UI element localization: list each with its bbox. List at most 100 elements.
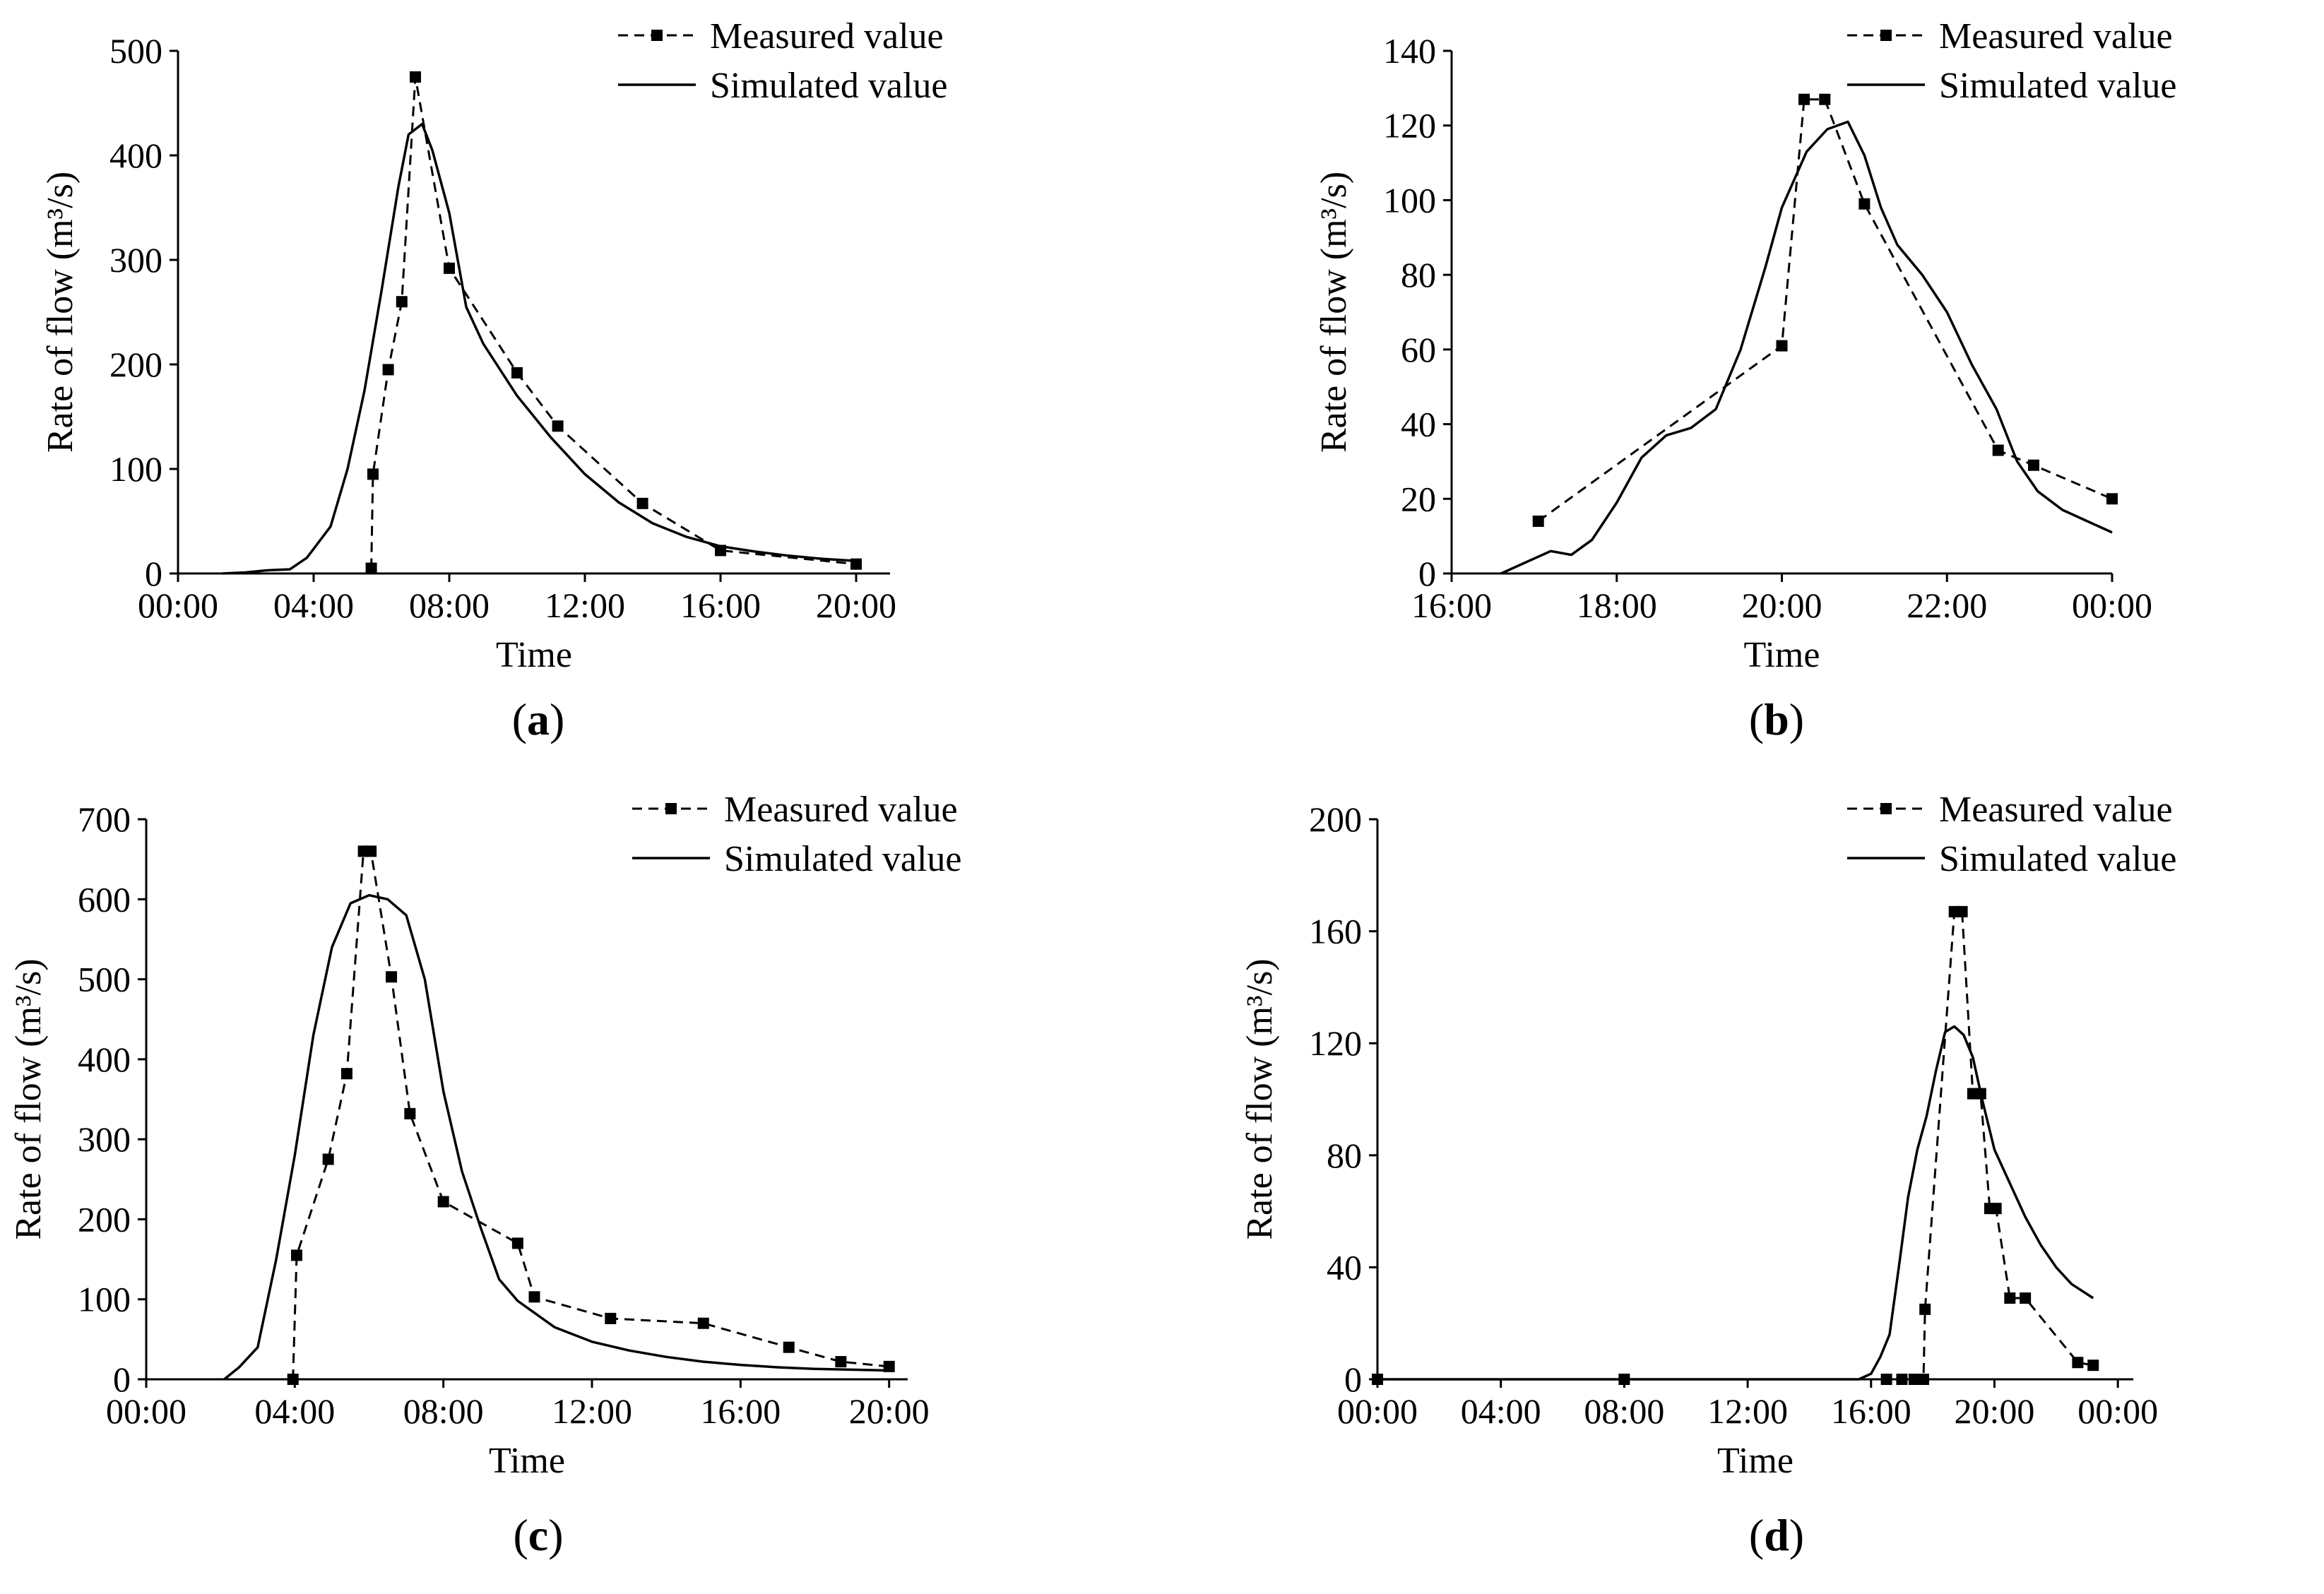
measured-point <box>386 971 398 983</box>
measured-point <box>322 1153 334 1165</box>
measured-series-line <box>292 850 889 1380</box>
x-axis-title: Time <box>1717 1441 1794 1481</box>
y-tick-label: 20 <box>1401 479 1436 518</box>
legend-simulated-label: Simulated value <box>1939 839 2176 879</box>
measured-point <box>1956 905 1968 917</box>
y-axis-title: Rate of flow (m³/s) <box>40 172 81 453</box>
y-tick-label: 80 <box>1401 255 1436 295</box>
x-tick-label: 22:00 <box>1907 585 1987 625</box>
measured-point <box>396 296 408 308</box>
measured-point <box>636 497 648 509</box>
measured-point <box>1990 1203 2002 1215</box>
legend: Measured value Simulated value <box>632 790 961 879</box>
legend-measured-label: Measured value <box>1939 790 2173 830</box>
y-axis-title: Rate of flow (m³/s) <box>8 958 49 1239</box>
y-tick-label: 200 <box>109 345 162 384</box>
measured-point <box>511 1237 523 1249</box>
simulated-series-line <box>1500 120 2113 575</box>
measured-point <box>697 1317 709 1329</box>
x-tick-label: 04:00 <box>254 1391 335 1431</box>
legend-simulated-label: Simulated value <box>710 66 947 106</box>
measured-point <box>2027 459 2039 471</box>
legend-measured-marker <box>1880 803 1892 814</box>
y-tick-label: 0 <box>1344 1360 1362 1399</box>
measured-point <box>437 1196 449 1208</box>
measured-point <box>287 1374 299 1385</box>
legend-measured-label: Measured value <box>1939 16 2173 56</box>
chart-panel-d: 0 40 80 120 160 200 00:00 04:00 08:00 12:00 16:00 2… <box>1240 790 2176 1560</box>
x-tick-label: 16:00 <box>700 1391 781 1431</box>
simulated-series-line <box>223 893 889 1381</box>
x-tick-label: 08:00 <box>403 1391 484 1431</box>
y-tick-label: 100 <box>1383 180 1436 220</box>
y-tick-label: 300 <box>78 1119 131 1159</box>
simulated-series-line <box>1377 1025 2094 1381</box>
legend-simulated-label: Simulated value <box>1939 66 2176 106</box>
legend: Measured value Simulated value <box>618 16 947 106</box>
x-tick-label: 08:00 <box>1584 1391 1664 1431</box>
chart-panel-c: 0 100 200 300 400 500 600 700 00:00 04:00 08:00 12:… <box>8 790 961 1560</box>
legend-measured-marker <box>651 30 663 41</box>
measured-point <box>552 420 564 432</box>
measured-point <box>1992 444 2004 456</box>
measured-point <box>835 1356 847 1368</box>
measured-point <box>290 1249 302 1261</box>
x-tick-label: 00:00 <box>106 1391 186 1431</box>
y-tick-label: 40 <box>1327 1247 1362 1287</box>
measured-point <box>511 367 523 379</box>
y-tick-label: 120 <box>1309 1023 1362 1063</box>
y-tick-label: 0 <box>1418 554 1436 593</box>
chart-panel-b: 0 20 40 60 80 100 120 140 16:00 18:00 20:00 22:00 00… <box>1314 16 2176 744</box>
x-tick-label: 20:00 <box>1955 1391 2035 1431</box>
y-tick-label: 400 <box>109 136 162 175</box>
legend: Measured value Simulated value <box>1847 790 2176 879</box>
measured-point <box>1819 93 1831 105</box>
x-tick-label: 20:00 <box>849 1391 930 1431</box>
x-tick-label: 16:00 <box>1411 585 1492 625</box>
x-tick-label: 04:00 <box>273 585 354 625</box>
measured-point <box>1798 93 1810 105</box>
y-tick-label: 160 <box>1309 912 1362 951</box>
x-tick-label: 16:00 <box>1831 1391 1911 1431</box>
x-tick-label: 00:00 <box>2072 585 2152 625</box>
measured-point <box>340 1068 352 1080</box>
measured-point <box>367 468 379 480</box>
x-tick-label: 12:00 <box>552 1391 632 1431</box>
y-tick-label: 80 <box>1327 1136 1362 1175</box>
y-tick-label: 200 <box>1309 799 1362 839</box>
measured-point <box>1908 1374 1920 1385</box>
x-tick-label: 00:00 <box>1337 1391 1418 1431</box>
x-tick-label: 00:00 <box>138 585 218 625</box>
measured-point <box>365 845 377 857</box>
simulated-series-line <box>222 122 857 575</box>
x-tick-label: 16:00 <box>680 585 761 625</box>
measured-point <box>1919 1303 1931 1315</box>
measured-point <box>365 562 377 574</box>
x-tick-label: 12:00 <box>1707 1391 1788 1431</box>
measured-series-line <box>1377 910 2094 1381</box>
measured-point <box>1880 1374 1892 1385</box>
measured-point <box>404 1107 416 1119</box>
y-tick-label: 0 <box>145 554 162 593</box>
x-tick-label: 12:00 <box>545 585 625 625</box>
x-tick-label: 20:00 <box>1742 585 1822 625</box>
measured-point <box>444 262 455 274</box>
y-tick-label: 120 <box>1383 106 1436 145</box>
x-tick-label: 04:00 <box>1461 1391 1541 1431</box>
y-tick-label: 600 <box>78 879 131 919</box>
y-tick-label: 700 <box>78 799 131 839</box>
measured-series-line <box>370 76 857 569</box>
measured-point <box>605 1312 617 1324</box>
chart-panel-a: 0 100 200 300 400 500 00:00 04:00 08:00 12:00 16:0… <box>40 16 947 744</box>
measured-point <box>1776 340 1788 352</box>
y-tick-label: 200 <box>78 1199 131 1239</box>
x-tick-label: 20:00 <box>816 585 896 625</box>
legend-measured-label: Measured value <box>724 790 958 830</box>
legend-measured-marker <box>1880 30 1892 41</box>
y-tick-label: 300 <box>109 240 162 280</box>
x-tick-label: 00:00 <box>2077 1391 2158 1431</box>
measured-point <box>2004 1292 2016 1304</box>
measured-point <box>2087 1360 2099 1372</box>
x-tick-label: 08:00 <box>409 585 490 625</box>
